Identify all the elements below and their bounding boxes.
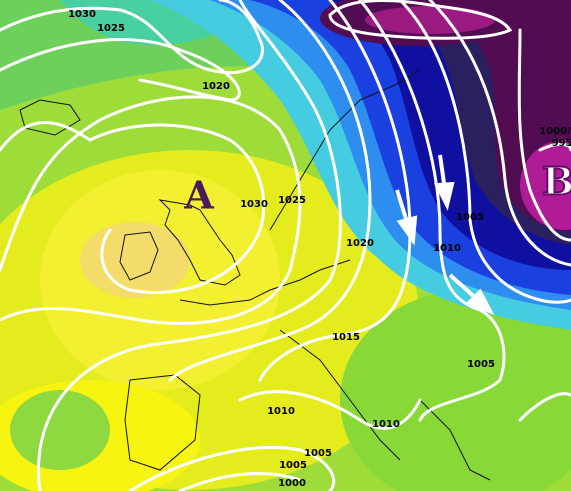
wind-arrows (395, 154, 495, 316)
pressure-label: 1005 (304, 448, 332, 459)
pressure-label: 995 (552, 138, 571, 149)
pressure-label: 1030 (68, 9, 96, 20)
pressure-label: 1030 (240, 199, 268, 210)
high-pressure-center: A (183, 173, 214, 218)
pressure-label: 1000 (278, 478, 306, 489)
pressure-label: 1010 (372, 419, 400, 430)
pressure-label: 1025 (278, 195, 306, 206)
pressure-label: 1010 (433, 243, 461, 254)
coastlines (19, 69, 491, 481)
pressure-label: 1005 (467, 359, 495, 370)
pressure-label: 1015 (332, 332, 360, 343)
low-pressure-center: B (542, 159, 571, 204)
pressure-label: 1010 (267, 406, 295, 417)
pressure-label: 1005 (456, 212, 484, 223)
pressure-label: 1020 (202, 81, 230, 92)
pressure-label: 1000/ (539, 126, 571, 137)
pressure-label: 1020 (346, 238, 374, 249)
pressure-label: 1025 (97, 23, 125, 34)
pressure-label: 1005 (279, 460, 307, 471)
pressure-labels: 1030 1025 1020 1030 1025 1020 1015 1010 … (68, 9, 571, 489)
